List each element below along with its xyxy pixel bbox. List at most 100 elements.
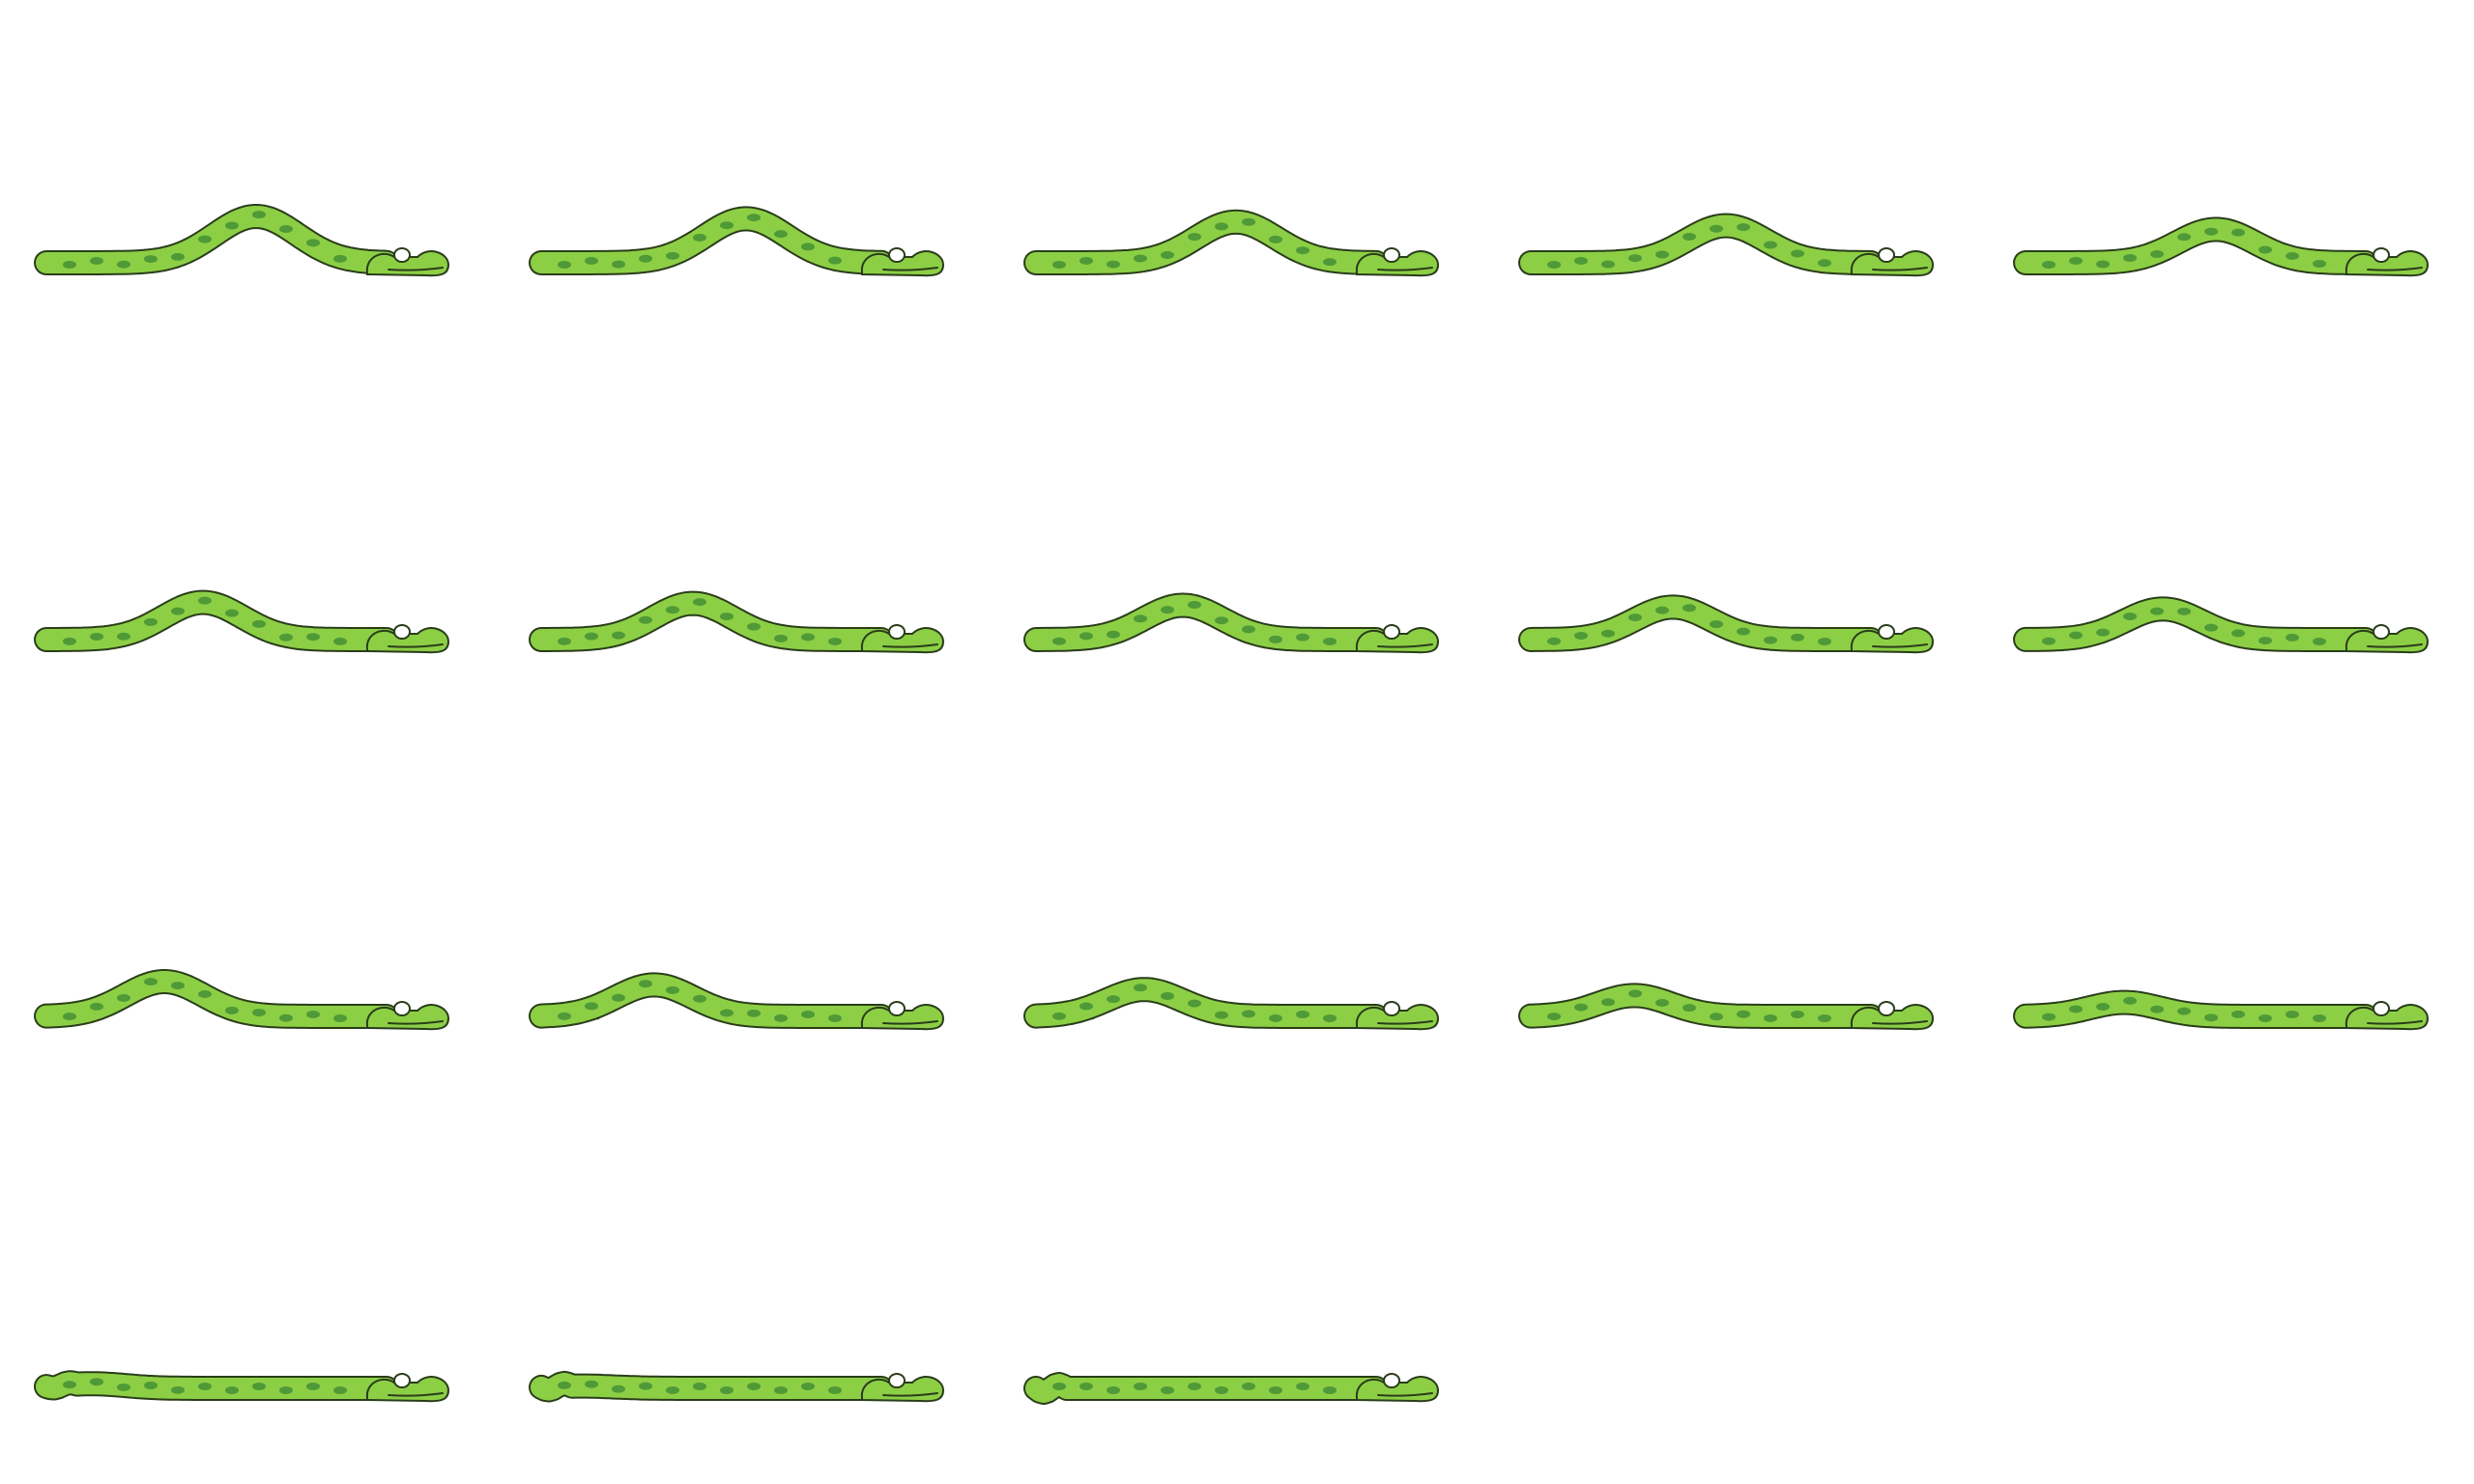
snake-spot <box>612 993 625 1002</box>
snake-mouth <box>2367 267 2423 271</box>
snake-mouth <box>1872 643 1928 648</box>
snake-body <box>1025 211 1387 273</box>
snake-spot <box>63 637 76 645</box>
snake-spot <box>1242 217 1255 226</box>
snake-spot <box>1188 233 1201 242</box>
snake-sprite <box>2013 989 2430 1031</box>
snake-eye <box>393 624 411 640</box>
snake-spot <box>585 632 598 641</box>
snake-spot <box>2096 260 2110 269</box>
snake-spot <box>585 1380 598 1388</box>
snake-spot <box>720 221 734 230</box>
snake-spot <box>1215 1386 1228 1394</box>
snake-mouth <box>2367 643 2423 648</box>
snake-eye <box>1383 1373 1400 1388</box>
snake-spot <box>1628 254 1642 263</box>
snake-eye <box>1878 624 1895 640</box>
snake-frame-15 <box>1979 754 2474 1125</box>
snake-sprite <box>1023 209 1440 277</box>
snake-sprite <box>2013 596 2430 654</box>
snake-spot <box>144 255 158 264</box>
snake-spot <box>1242 1010 1255 1018</box>
snake-spot <box>801 243 815 251</box>
snake-spot <box>1547 637 1561 645</box>
snake-spot <box>2177 607 2191 615</box>
snake-spot <box>1134 254 1147 263</box>
snake-spot <box>1079 1002 1093 1011</box>
snake-eye <box>1383 1001 1400 1016</box>
snake-spot <box>1215 1011 1228 1019</box>
snake-spot <box>333 1013 347 1022</box>
snake-spot <box>666 606 679 614</box>
snake-spot <box>2069 1005 2083 1013</box>
snake-spot <box>1791 633 1804 642</box>
snake-spot <box>1107 630 1120 639</box>
snake-sprite <box>1518 213 1935 277</box>
snake-body <box>36 591 397 650</box>
snake-spot <box>306 1383 320 1390</box>
snake-mouth <box>882 1392 938 1397</box>
snake-spot <box>1655 998 1669 1007</box>
snake-spot <box>1818 637 1831 645</box>
snake-body <box>36 1372 397 1399</box>
snake-spot <box>2231 1010 2245 1018</box>
snake-sprite <box>34 204 450 277</box>
snake-spot <box>279 225 293 234</box>
snake-spot <box>1215 222 1228 231</box>
snake-spot <box>1547 260 1561 269</box>
snake-spot <box>198 1382 212 1390</box>
snake-spot <box>1737 1010 1750 1018</box>
snake-spot <box>117 260 130 269</box>
snake-spot <box>1791 249 1804 258</box>
snake-body <box>531 974 892 1027</box>
snake-spot <box>828 1386 842 1394</box>
snake-frame-7 <box>495 377 990 748</box>
snake-mouth <box>1872 267 1928 271</box>
snake-spot <box>333 1386 347 1394</box>
snake-frame-17 <box>495 1126 990 1484</box>
snake-frame-11 <box>0 754 495 1125</box>
snake-mouth <box>882 1020 938 1025</box>
snake-spot <box>1574 1003 1588 1012</box>
snake-eye <box>888 1001 906 1016</box>
snake-spot <box>1323 1013 1337 1022</box>
snake-spot <box>2123 613 2137 621</box>
snake-spot <box>2177 1007 2191 1015</box>
snake-spot <box>1134 1383 1147 1390</box>
snake-spot <box>2313 259 2326 268</box>
snake-spot <box>1764 241 1777 249</box>
snake-eye <box>2373 247 2390 263</box>
snake-spot <box>90 1002 103 1011</box>
snake-spot <box>720 1009 734 1017</box>
snake-frame-10 <box>1979 377 2474 748</box>
snake-mouth <box>1377 267 1433 271</box>
snake-spot <box>90 256 103 265</box>
snake-frame-18 <box>990 1126 1484 1484</box>
snake-spot <box>801 1383 815 1390</box>
snake-spot <box>2231 228 2245 237</box>
snake-spot <box>171 252 185 261</box>
snake-frame-12 <box>495 754 990 1125</box>
snake-spot <box>1710 1013 1723 1021</box>
snake-spot <box>171 607 185 615</box>
snake-spot <box>1134 614 1147 623</box>
snake-spot <box>639 254 652 263</box>
snake-eye <box>2373 1001 2390 1016</box>
snake-body <box>1520 214 1882 273</box>
snake-spot <box>720 1385 734 1394</box>
snake-spot <box>2313 1014 2326 1022</box>
snake-spot <box>1269 635 1282 643</box>
snake-spot <box>1242 625 1255 634</box>
snake-spot <box>198 235 212 243</box>
snake-mouth <box>1872 1020 1928 1025</box>
snake-spot <box>1079 632 1093 641</box>
snake-body <box>1025 1374 1387 1403</box>
snake-sprite <box>34 969 450 1031</box>
snake-spot <box>1052 1012 1066 1020</box>
snake-sprite <box>1518 594 1935 654</box>
snake-mouth <box>388 267 444 271</box>
snake-spot <box>2042 637 2056 645</box>
snake-mouth <box>2367 1020 2423 1025</box>
snake-spot <box>1601 260 1615 269</box>
snake-spot <box>801 633 815 642</box>
